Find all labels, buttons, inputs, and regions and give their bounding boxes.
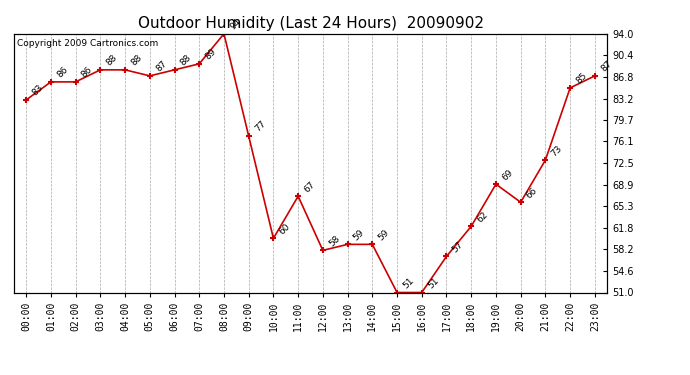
Text: 86: 86 [55,65,70,80]
Text: 66: 66 [525,186,540,200]
Text: Copyright 2009 Cartronics.com: Copyright 2009 Cartronics.com [17,39,158,48]
Text: 85: 85 [574,71,589,86]
Text: 89: 89 [204,47,218,62]
Text: 77: 77 [253,119,267,134]
Text: 51: 51 [401,276,415,290]
Text: 94: 94 [228,17,243,32]
Text: 73: 73 [549,144,564,158]
Text: 67: 67 [302,180,317,194]
Text: 62: 62 [475,210,490,224]
Text: 88: 88 [129,53,144,68]
Text: 58: 58 [327,234,342,248]
Title: Outdoor Humidity (Last 24 Hours)  20090902: Outdoor Humidity (Last 24 Hours) 2009090… [137,16,484,31]
Text: 57: 57 [451,240,465,254]
Text: 59: 59 [377,228,391,242]
Text: 87: 87 [154,59,168,74]
Text: 59: 59 [352,228,366,242]
Text: 88: 88 [104,53,119,68]
Text: 51: 51 [426,276,440,290]
Text: 60: 60 [277,222,292,236]
Text: 69: 69 [500,168,515,182]
Text: 86: 86 [80,65,95,80]
Text: 83: 83 [30,83,45,98]
Text: 88: 88 [179,53,193,68]
Text: 87: 87 [599,59,613,74]
